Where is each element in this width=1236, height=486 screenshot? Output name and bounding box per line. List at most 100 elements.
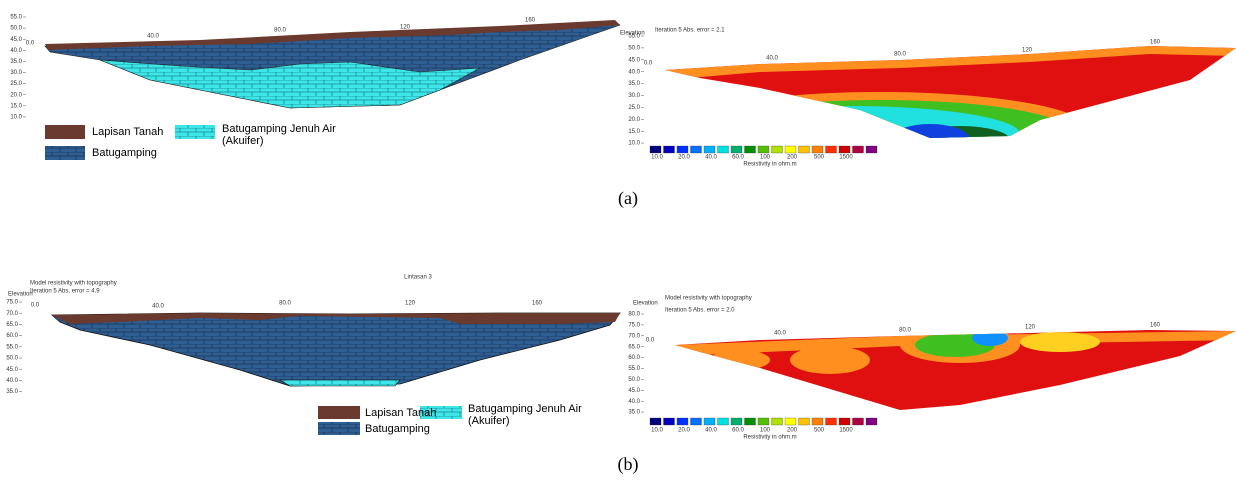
y-tick-label: 35.0	[628, 81, 640, 87]
legend-swatch	[318, 422, 360, 435]
y-tick-label: 25.0	[10, 81, 22, 87]
y-tick-label: 75.0	[6, 300, 18, 306]
scale-swatch	[676, 417, 689, 426]
panel-label: (a)	[618, 188, 638, 209]
scale-label: 60.0	[732, 428, 744, 434]
legend-label: Lapisan Tanah	[92, 126, 163, 138]
x-tick-label: 160	[532, 301, 543, 307]
legend-swatch	[45, 125, 85, 139]
y-tick-label: 60.0	[6, 333, 18, 339]
x-tick-label: 0.0	[646, 338, 655, 344]
y-tick-label: 30.0	[628, 93, 640, 99]
y-tick-label: 65.0	[6, 322, 18, 328]
x-tick-label: 80.0	[279, 301, 291, 307]
scale-label: 10.0	[651, 155, 663, 161]
scale-swatch	[811, 145, 824, 154]
model-subtitle: Model resistivity with topography	[30, 281, 117, 287]
scale-swatch	[690, 417, 702, 426]
y-tick-label: 50.0	[6, 356, 18, 362]
y-tick-label: 10.0	[10, 114, 22, 120]
scale-swatch	[676, 145, 689, 154]
y-tick-label: 50.0	[628, 377, 640, 383]
scale-swatch	[649, 145, 662, 154]
y-tick-label: 45.0	[10, 37, 22, 43]
scale-swatch	[784, 417, 797, 426]
x-tick-label: 40.0	[147, 34, 159, 40]
x-tick-label: 160	[1150, 40, 1161, 46]
inversion-b	[675, 330, 1236, 410]
y-tick-label: 20.0	[628, 117, 640, 123]
y-tick-label: 50.0	[628, 45, 640, 51]
scale-swatch	[852, 417, 864, 426]
scale-swatch	[838, 145, 851, 154]
scale-swatch	[663, 145, 675, 154]
x-tick-label: 120	[400, 25, 411, 31]
scale-swatch	[690, 145, 702, 154]
x-tick-label: 40.0	[766, 56, 778, 62]
axis-title: Elevation	[620, 31, 645, 37]
y-tick-label: 10.0	[628, 141, 640, 147]
panel-label: (b)	[618, 454, 639, 475]
y-tick-label: 40.0	[6, 378, 18, 384]
y-tick-label: 45.0	[6, 367, 18, 373]
scale-swatch	[730, 417, 743, 426]
scale-label: 40.0	[705, 428, 717, 434]
scale-title: Resistivity in ohm.m	[743, 435, 796, 441]
scale-label: 500	[814, 428, 825, 434]
legend-swatch	[420, 406, 462, 419]
y-tick-label: 25.0	[628, 105, 640, 111]
scale-swatch	[865, 145, 878, 154]
legend-label: Batugamping	[92, 147, 157, 159]
scale-label: 20.0	[678, 428, 690, 434]
y-tick-label: 55.0	[6, 344, 18, 350]
legend-swatch	[318, 406, 360, 419]
scale-label: 500	[814, 155, 825, 161]
scale-swatch	[771, 145, 783, 154]
y-tick-label: 55.0	[628, 366, 640, 372]
scale-swatch	[717, 417, 729, 426]
scale-swatch	[865, 417, 878, 426]
x-tick-label: 0.0	[31, 303, 40, 309]
scale-swatch	[798, 145, 810, 154]
model-iteration: Iteration 5 Abs. error = 4.9	[30, 289, 100, 295]
y-tick-label: 70.0	[6, 311, 18, 317]
model-title: Lintasan 3	[404, 275, 432, 281]
x-tick-label: 160	[1150, 323, 1161, 329]
y-tick-label: 55.0	[10, 15, 22, 21]
y-tick-label: 35.0	[6, 389, 18, 395]
y-tick-label: 20.0	[10, 92, 22, 98]
x-tick-label: 80.0	[274, 28, 286, 34]
y-tick-label: 60.0	[628, 355, 640, 361]
scale-label: 20.0	[678, 155, 690, 161]
legend-label: Lapisan Tanah	[365, 407, 436, 419]
scale-label: 40.0	[705, 155, 717, 161]
scale-swatch	[825, 145, 837, 154]
x-tick-label: 0.0	[644, 61, 653, 67]
y-tick-label: 30.0	[10, 70, 22, 76]
y-tick-label: 65.0	[628, 344, 640, 350]
scale-label: 200	[787, 428, 798, 434]
scale-swatch	[744, 145, 756, 154]
y-tick-label: 55.0	[628, 34, 640, 40]
scale-label: 200	[787, 155, 798, 161]
axis-title: Elevation	[8, 292, 33, 298]
legend-swatch	[175, 125, 215, 139]
y-tick-label: 35.0	[628, 410, 640, 416]
y-tick-label: 80.0	[628, 312, 640, 318]
scale-swatch	[703, 145, 716, 154]
scale-swatch	[703, 417, 716, 426]
y-tick-label: 15.0	[10, 103, 22, 109]
legend-label: Batugamping	[365, 423, 430, 435]
y-tick-label: 40.0	[628, 399, 640, 405]
scale-swatch	[757, 417, 770, 426]
scale-label: 100	[760, 155, 771, 161]
model-b	[50, 312, 621, 435]
scale-swatch	[649, 417, 662, 426]
scale-swatch	[744, 417, 756, 426]
x-tick-label: 120	[1025, 325, 1036, 331]
scale-swatch	[717, 145, 729, 154]
y-tick-label: 50.0	[10, 26, 22, 32]
scale-label: 1500	[839, 428, 853, 434]
x-tick-label: 120	[1022, 48, 1033, 54]
scale-label: 60.0	[732, 155, 744, 161]
